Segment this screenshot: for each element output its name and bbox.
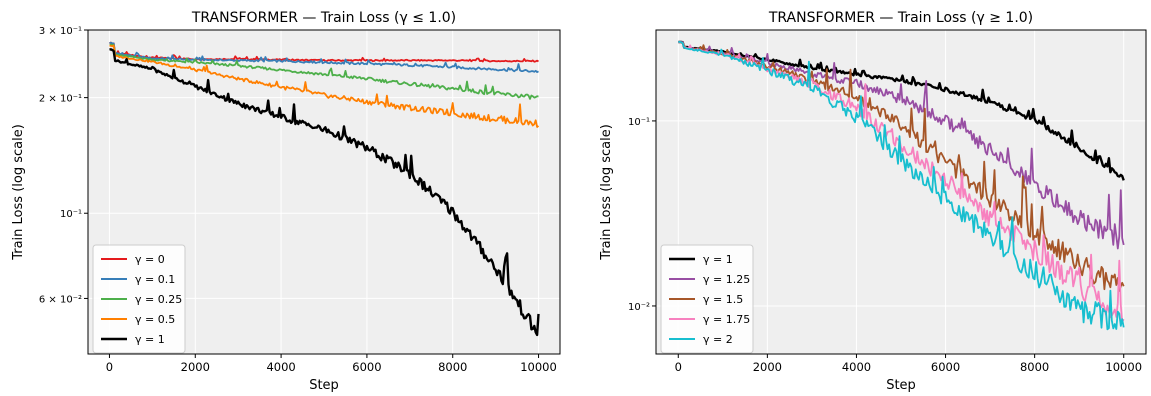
x-tick-label: 6000 [931, 360, 960, 374]
x-tick-label: 0 [675, 360, 682, 374]
x-axis-label: Step [309, 378, 339, 393]
legend-box [92, 244, 186, 354]
x-tick-label: 4000 [266, 360, 295, 374]
x-tick-label: 10000 [1105, 360, 1142, 374]
chart-title: TRANSFORMER — Train Loss (γ ≥ 1.0) [768, 10, 1033, 26]
legend-label-4: γ = 1.75 [703, 313, 750, 326]
chart-panel-1: 0 2000 4000 6000 8000 10000 3 × 10⁻¹ 2 × 10⁻¹ 10… [11, 10, 561, 393]
x-tick-label: 0 [106, 360, 113, 374]
y-tick-label: 6 × 10⁻² [39, 294, 82, 305]
chart-title: TRANSFORMER — Train Loss (γ ≤ 1.0) [191, 10, 456, 26]
legend-label-2: γ = 1.25 [703, 273, 750, 286]
y-axis-label: Train Loss (log scale) [599, 124, 614, 261]
plot-border [655, 29, 1147, 355]
legend-label-2: γ = 0.1 [135, 273, 175, 286]
y-tick-label: 2 × 10⁻¹ [39, 94, 82, 105]
x-tick-label: 6000 [352, 360, 381, 374]
y-axis-label: Train Loss (log scale) [11, 124, 26, 261]
x-tick-label: 10000 [520, 360, 557, 374]
x-tick-label: 4000 [842, 360, 871, 374]
x-tick-label: 8000 [438, 360, 467, 374]
legend: γ = 1 γ = 1.25 γ = 1.5 γ = 1.75 γ = 2 [660, 244, 754, 354]
legend-label-5: γ = 2 [703, 333, 733, 346]
y-tick-label: 10⁻¹ [60, 209, 82, 220]
legend-label-5: γ = 1 [135, 333, 165, 346]
legend: γ = 0 γ = 0.1 γ = 0.25 γ = 0.5 γ = 1 [92, 244, 186, 354]
legend-label-4: γ = 0.5 [135, 313, 175, 326]
legend-label-1: γ = 0 [135, 253, 165, 266]
x-tick-label: 2000 [181, 360, 210, 374]
series-line-2 [109, 41, 539, 73]
x-tick-label: 8000 [1020, 360, 1049, 374]
y-tick-label: 10⁻² [628, 302, 650, 313]
legend-label-3: γ = 0.25 [135, 293, 182, 306]
series-line-4 [109, 44, 540, 128]
y-tick-label: 10⁻¹ [628, 117, 650, 128]
plot-border [87, 29, 561, 355]
y-tick-label: 3 × 10⁻¹ [39, 26, 82, 37]
legend-box [660, 244, 754, 354]
legend-label-1: γ = 1 [703, 253, 733, 266]
x-tick-label: 2000 [753, 360, 782, 374]
chart-panel-2: 0 2000 4000 6000 8000 10000 10⁻¹ 10⁻² TRANSFORME… [599, 10, 1147, 393]
series-line-5 [678, 41, 1125, 331]
series-line-3 [109, 43, 539, 100]
x-axis-label: Step [886, 378, 916, 393]
legend-label-3: γ = 1.5 [703, 293, 743, 306]
series-line-5 [109, 48, 540, 337]
